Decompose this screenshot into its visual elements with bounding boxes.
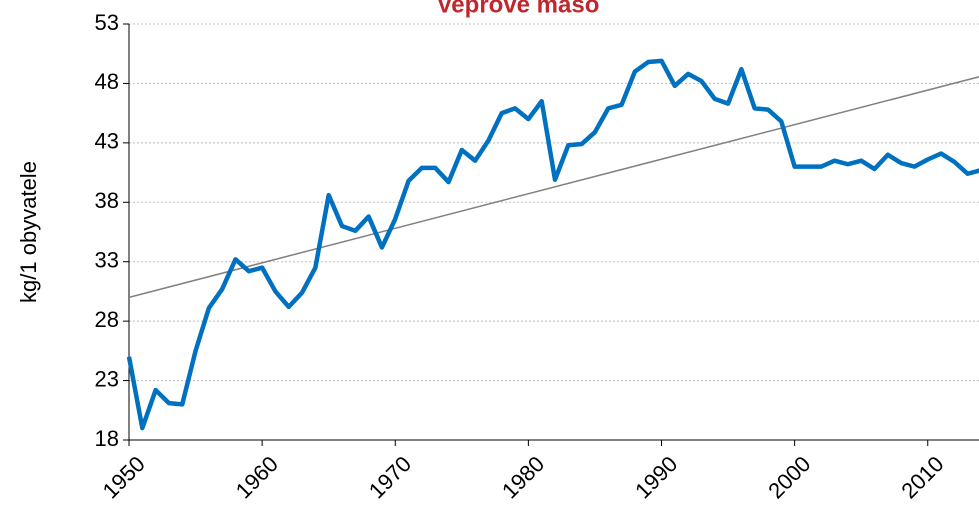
trend-line bbox=[128, 76, 979, 299]
y-axis-label: kg/1 obyvatele bbox=[16, 161, 41, 303]
y-tick-label: 53 bbox=[95, 10, 119, 35]
y-tick-label: 38 bbox=[95, 188, 119, 213]
x-tick-label: 2010 bbox=[896, 451, 948, 503]
y-tick-label: 33 bbox=[95, 248, 119, 273]
x-tick-label: 1950 bbox=[98, 451, 150, 503]
x-tick-label: 1970 bbox=[364, 451, 416, 503]
y-tick-label: 43 bbox=[95, 129, 119, 154]
y-tick-label: 28 bbox=[95, 307, 119, 332]
y-tick-label: 23 bbox=[95, 366, 119, 391]
x-tick-label: 2000 bbox=[763, 451, 815, 503]
y-tick-label: 18 bbox=[95, 426, 119, 451]
x-tick-label: 1990 bbox=[630, 451, 682, 503]
x-tick-label: 1980 bbox=[497, 451, 549, 503]
data-line bbox=[126, 58, 979, 431]
x-tick-label: 1960 bbox=[231, 451, 283, 503]
chart-title: Vepřové maso bbox=[437, 0, 600, 18]
y-tick-label: 48 bbox=[95, 69, 119, 94]
